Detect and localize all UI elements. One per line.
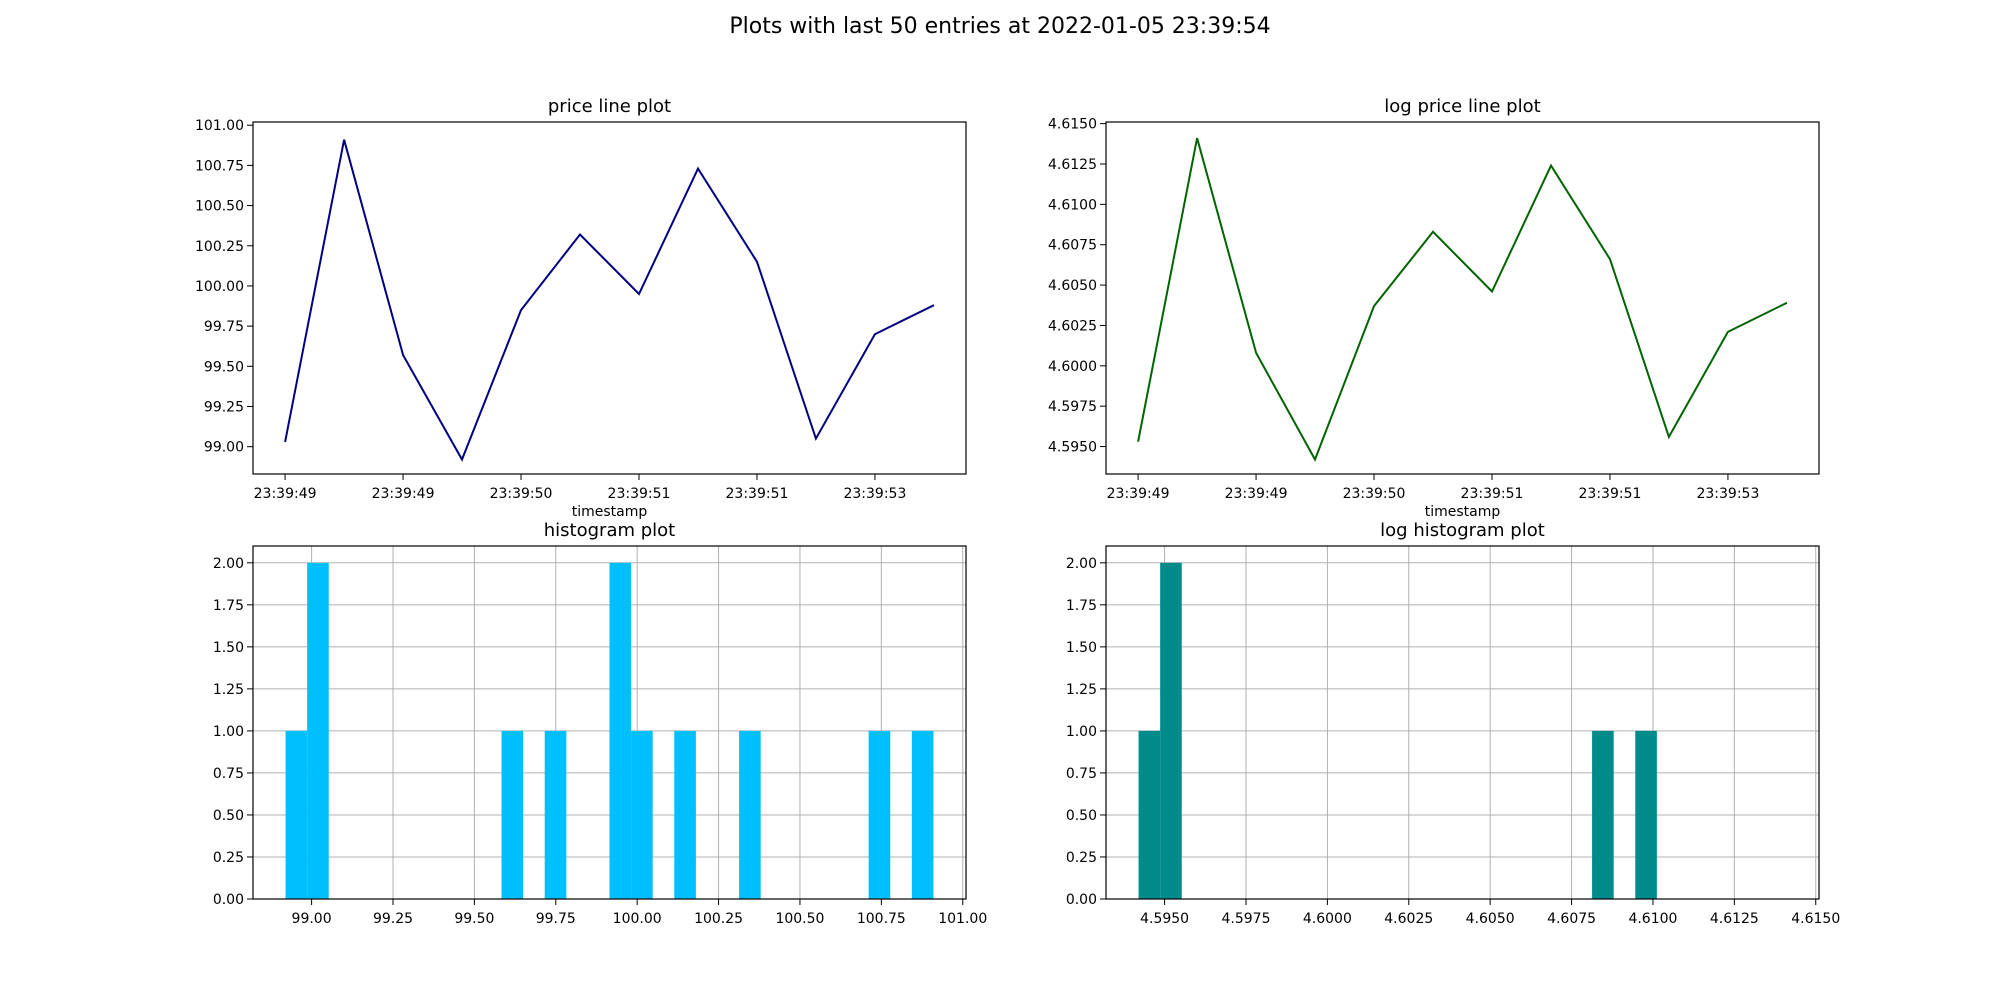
x-tick-label: 99.25 — [373, 911, 413, 927]
chart-0: price line plot 99.00 99.25 99.50 99.75 100.0… — [195, 96, 967, 520]
x-tick-label: 4.6025 — [1384, 911, 1433, 927]
y-tick-label: 4.6150 — [1048, 117, 1097, 133]
histogram-bar — [1592, 730, 1614, 899]
histogram-bar — [501, 730, 524, 899]
y-tick-label: 1.50 — [213, 640, 244, 656]
y-tick-label: 100.00 — [195, 279, 244, 295]
y-tick-label: 1.00 — [213, 724, 244, 740]
y-tick-label: 4.5975 — [1048, 399, 1097, 415]
y-tick-label: 4.6125 — [1048, 157, 1097, 173]
y-tick-label: 99.00 — [204, 440, 244, 456]
y-tick-label: 4.6075 — [1048, 238, 1097, 254]
histogram-bar — [631, 730, 653, 899]
histogram-bar — [1635, 730, 1657, 899]
x-tick-label: 4.6050 — [1466, 911, 1515, 927]
y-tick-label: 1.75 — [213, 598, 244, 614]
x-tick-label: 100.50 — [775, 911, 824, 927]
x-tick-label: 23:39:49 — [254, 486, 317, 502]
y-tick-label: 2.00 — [213, 556, 244, 572]
y-tick-label: 4.5950 — [1048, 440, 1097, 456]
y-tick-label: 0.75 — [213, 766, 244, 782]
x-axis-label: timestamp — [1425, 504, 1501, 520]
histogram-bar — [285, 730, 308, 899]
x-tick-label: 4.5950 — [1140, 911, 1189, 927]
y-tick-label: 1.00 — [1066, 724, 1097, 740]
x-tick-label: 23:39:53 — [1696, 486, 1759, 502]
x-tick-label: 4.6125 — [1710, 911, 1759, 927]
x-tick-label: 101.00 — [938, 911, 987, 927]
histogram-bar — [911, 730, 934, 899]
y-tick-label: 1.25 — [1066, 682, 1097, 698]
y-tick-label: 1.75 — [1066, 598, 1097, 614]
y-tick-label: 0.00 — [1066, 892, 1097, 908]
chart-1: log price line plot 4.5950 4.5975 4.6000 4.6… — [1048, 96, 1820, 520]
y-tick-label: 101.00 — [195, 118, 244, 134]
y-tick-label: 100.50 — [195, 199, 244, 215]
x-tick-label: 23:39:51 — [1579, 486, 1642, 502]
histogram-bar — [1160, 562, 1182, 899]
y-tick-label: 1.50 — [1066, 640, 1097, 656]
y-tick-label: 0.25 — [1066, 850, 1097, 866]
x-tick-label: 4.6075 — [1547, 911, 1596, 927]
y-tick-label: 4.6025 — [1048, 318, 1097, 334]
x-tick-label: 23:39:49 — [1107, 486, 1170, 502]
histogram-bar — [307, 562, 329, 899]
histogram-bar — [674, 730, 696, 899]
x-tick-label: 4.6000 — [1303, 911, 1352, 927]
histogram-bar — [868, 730, 891, 899]
histogram-bar — [1138, 730, 1161, 899]
x-tick-label: 23:39:51 — [726, 486, 789, 502]
x-tick-label: 23:39:50 — [1343, 486, 1406, 502]
series-line — [1137, 137, 1788, 462]
x-tick-label: 23:39:49 — [1225, 486, 1288, 502]
x-tick-label: 23:39:50 — [490, 486, 553, 502]
x-tick-label: 99.75 — [536, 911, 576, 927]
x-tick-label: 23:39:49 — [372, 486, 435, 502]
chart-title: price line plot — [548, 96, 671, 117]
chart-3: log histogram plot 0.00 0.25 0.50 0.75 1.00 1.… — [1066, 520, 1840, 927]
y-tick-label: 99.25 — [204, 399, 244, 415]
y-tick-label: 4.6000 — [1048, 359, 1097, 375]
x-tick-label: 23:39:51 — [1461, 486, 1524, 502]
y-tick-label: 2.00 — [1066, 556, 1097, 572]
x-tick-label: 4.6150 — [1791, 911, 1840, 927]
x-tick-label: 23:39:53 — [843, 486, 906, 502]
y-tick-label: 0.25 — [213, 850, 244, 866]
series-line — [284, 139, 935, 462]
y-tick-label: 0.50 — [213, 808, 244, 824]
y-tick-label: 1.25 — [213, 682, 244, 698]
y-tick-label: 99.75 — [204, 319, 244, 335]
chart-title: log histogram plot — [1380, 520, 1545, 541]
x-tick-label: 99.50 — [454, 911, 494, 927]
histogram-bar — [609, 562, 632, 899]
x-axis-label: timestamp — [572, 504, 648, 520]
axes-frame — [252, 545, 967, 900]
x-tick-label: 4.6100 — [1628, 911, 1677, 927]
y-tick-label: 0.50 — [1066, 808, 1097, 824]
axes-frame — [1105, 121, 1820, 475]
axes-frame — [252, 121, 967, 475]
histogram-bar — [739, 730, 761, 899]
axes-frame — [1105, 545, 1820, 900]
chart-2: histogram plot 0.00 0.25 0.50 0.75 1.00 1.25 1.… — [213, 520, 987, 927]
y-tick-label: 4.6100 — [1048, 197, 1097, 213]
x-tick-label: 100.00 — [613, 911, 662, 927]
chart-title: histogram plot — [544, 520, 675, 541]
figure-title: Plots with last 50 entries at 2022-01-05… — [729, 14, 1271, 39]
y-tick-label: 0.75 — [1066, 766, 1097, 782]
x-tick-label: 4.5975 — [1221, 911, 1270, 927]
histogram-bar — [544, 730, 567, 899]
chart-title: log price line plot — [1384, 96, 1540, 117]
x-tick-label: 99.00 — [292, 911, 332, 927]
y-tick-label: 99.50 — [204, 359, 244, 375]
x-tick-label: 23:39:51 — [608, 486, 671, 502]
y-tick-label: 100.75 — [195, 158, 244, 174]
y-tick-label: 4.6050 — [1048, 278, 1097, 294]
x-tick-label: 100.75 — [857, 911, 906, 927]
y-tick-label: 0.00 — [213, 892, 244, 908]
x-tick-label: 100.25 — [694, 911, 743, 927]
y-tick-label: 100.25 — [195, 239, 244, 255]
